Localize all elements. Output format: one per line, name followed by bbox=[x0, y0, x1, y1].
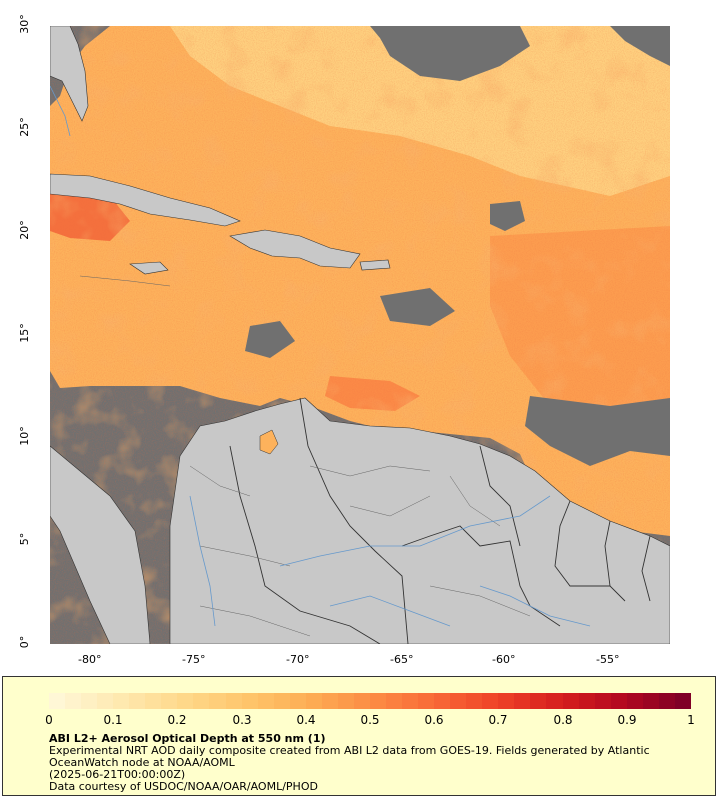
colorbar-segment bbox=[530, 693, 547, 709]
colorbar-tick-label: 0.9 bbox=[617, 713, 637, 727]
no-data-patch-caribbean bbox=[245, 321, 295, 358]
no-data-patch-east bbox=[525, 396, 670, 466]
colorbar-segment bbox=[65, 693, 82, 709]
colorbar-segment bbox=[674, 693, 691, 709]
colorbar-tick-label: 0.2 bbox=[167, 713, 187, 727]
colorbar-tick-label: 0.4 bbox=[296, 713, 316, 727]
map-plot-area[interactable] bbox=[49, 25, 671, 645]
colorbar-segment bbox=[193, 693, 210, 709]
land-jamaica bbox=[129, 261, 169, 275]
colorbar-tick-label: 0.6 bbox=[424, 713, 444, 727]
colorbar-segment bbox=[129, 693, 146, 709]
land-florida bbox=[49, 25, 89, 122]
colorbar-segment bbox=[610, 693, 627, 709]
colorbar-segment bbox=[658, 693, 675, 709]
colorbar-segment bbox=[337, 693, 354, 709]
colorbar-segment bbox=[402, 693, 419, 709]
land-hispaniola bbox=[229, 229, 361, 269]
colorbar-tick-label: 0.1 bbox=[103, 713, 123, 727]
colorbar-segment bbox=[514, 693, 531, 709]
lon-tick-label: -55° bbox=[596, 653, 620, 666]
colorbar-segment bbox=[225, 693, 242, 709]
land-puerto-rico bbox=[359, 259, 391, 271]
colorbar-segment bbox=[418, 693, 435, 709]
colorbar-segment bbox=[209, 693, 226, 709]
colorbar-segment bbox=[161, 693, 178, 709]
colorbar-segment bbox=[498, 693, 515, 709]
colorbar-segment bbox=[594, 693, 611, 709]
colorbar-segment bbox=[385, 693, 403, 709]
country-borders bbox=[229, 397, 651, 645]
colorbar-tick-label: 0.7 bbox=[488, 713, 508, 727]
colorbar-segment bbox=[97, 693, 114, 709]
lake-maracaibo bbox=[259, 429, 279, 455]
colorbar-tick-label: 1 bbox=[687, 713, 695, 727]
lon-tick-label: -80° bbox=[78, 653, 102, 666]
no-data-patch-mid bbox=[490, 201, 525, 231]
colorbar-segment bbox=[450, 693, 467, 709]
lat-tick-label: 0° bbox=[18, 635, 31, 649]
colorbar-segment bbox=[546, 693, 563, 709]
colorbar-tick-label: 0.8 bbox=[553, 713, 573, 727]
colorbar-segment bbox=[257, 693, 274, 709]
colorbar-segment bbox=[113, 693, 130, 709]
legend-description-cont: OceanWatch node at NOAA/AOML bbox=[49, 756, 235, 769]
land-cuba bbox=[49, 173, 241, 227]
colorbar-segment bbox=[81, 693, 98, 709]
colorbar-segment bbox=[305, 693, 322, 709]
colorbar bbox=[49, 693, 691, 709]
no-data-patch-ne bbox=[610, 26, 670, 66]
colorbar-segment bbox=[434, 693, 451, 709]
colorbar-segment bbox=[273, 693, 290, 709]
lat-tick-label: 30° bbox=[18, 14, 31, 34]
no-data-patch-north bbox=[370, 26, 530, 81]
state-borders bbox=[79, 275, 531, 637]
lon-tick-label: -70° bbox=[286, 653, 310, 666]
colorbar-segment bbox=[289, 693, 306, 709]
colorbar-segment bbox=[466, 693, 483, 709]
legend-title: ABI L2+ Aerosol Optical Depth at 550 nm … bbox=[49, 732, 326, 745]
aod-map bbox=[49, 25, 671, 645]
colorbar-segment bbox=[482, 693, 499, 709]
lon-tick-label: -75° bbox=[182, 653, 206, 666]
no-data-patch-center bbox=[380, 288, 455, 326]
colorbar-tick-label: 0.3 bbox=[232, 713, 252, 727]
colorbar-segment bbox=[353, 693, 370, 709]
colorbar-segment bbox=[145, 693, 162, 709]
lat-tick-label: 5° bbox=[18, 532, 31, 546]
lon-tick-label: -60° bbox=[492, 653, 516, 666]
colorbar-segment bbox=[49, 693, 66, 709]
rivers bbox=[49, 85, 591, 627]
legend-timestamp: (2025-06-21T00:00:00Z) bbox=[49, 768, 186, 781]
colorbar-tick-label: 0.5 bbox=[360, 713, 380, 727]
colorbar-segment bbox=[177, 693, 194, 709]
legend-panel: 0 0.1 0.2 0.3 0.4 0.5 0.6 0.7 0.8 0.9 1 … bbox=[2, 676, 716, 796]
lon-tick-label: -65° bbox=[390, 653, 414, 666]
legend-description: Experimental NRT AOD daily composite cre… bbox=[49, 744, 650, 757]
colorbar-tick-label: 0 bbox=[45, 713, 53, 727]
lat-tick-label: 25° bbox=[18, 117, 31, 137]
colorbar-segment bbox=[642, 693, 659, 709]
colorbar-segment bbox=[562, 693, 579, 709]
colorbar-segment bbox=[241, 693, 258, 709]
land-south-america bbox=[169, 397, 671, 645]
legend-caption: ABI L2+ Aerosol Optical Depth at 550 nm … bbox=[49, 733, 699, 793]
colorbar-segment bbox=[578, 693, 595, 709]
colorbar-segment bbox=[626, 693, 643, 709]
lat-tick-label: 10° bbox=[18, 426, 31, 446]
legend-credit: Data courtesy of USDOC/NOAA/OAR/AOML/PHO… bbox=[49, 780, 318, 793]
lat-tick-label: 20° bbox=[18, 220, 31, 240]
colorbar-segment bbox=[369, 693, 386, 709]
lat-tick-label: 15° bbox=[18, 323, 31, 343]
colorbar-segment bbox=[321, 693, 338, 709]
